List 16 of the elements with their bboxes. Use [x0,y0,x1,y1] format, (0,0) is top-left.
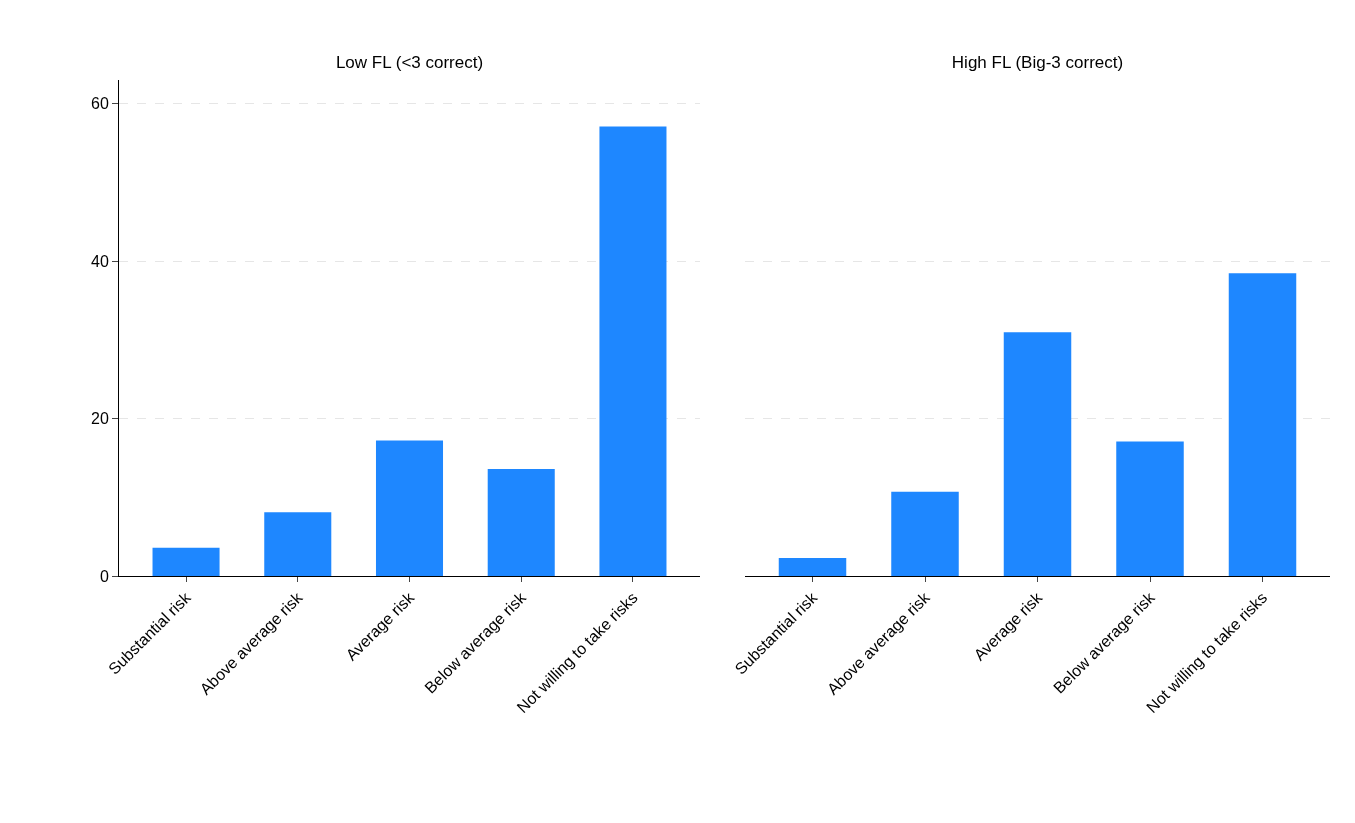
bar [778,557,847,576]
bar [1003,332,1072,576]
y-tick-label: 20 [91,410,109,428]
bar [599,126,667,576]
y-tick-label: 0 [99,567,109,585]
y-tick-label: 60 [91,95,109,113]
bar [1116,441,1184,576]
chart-title: High FL (Big-3 correct) [951,52,1124,72]
bar [487,468,555,576]
bar [1228,273,1297,576]
bar [891,491,959,576]
chart-title: Low FL (<3 correct) [335,52,484,72]
bar [264,512,332,576]
y-tick-label: 40 [91,252,109,270]
bar [375,440,444,576]
bar [152,547,220,576]
